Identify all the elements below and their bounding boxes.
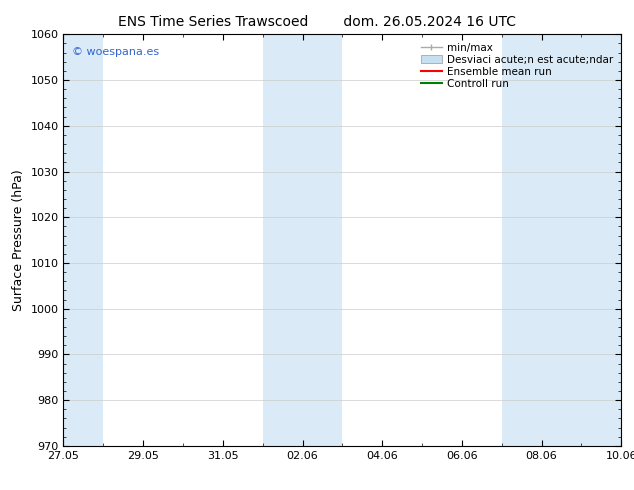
Text: © woespana.es: © woespana.es: [72, 47, 159, 57]
Legend: min/max, Desviaci acute;n est acute;ndar, Ensemble mean run, Controll run: min/max, Desviaci acute;n est acute;ndar…: [418, 40, 616, 92]
Y-axis label: Surface Pressure (hPa): Surface Pressure (hPa): [12, 169, 25, 311]
Text: ENS Time Series Trawscoed        dom. 26.05.2024 16 UTC: ENS Time Series Trawscoed dom. 26.05.202…: [118, 15, 516, 29]
Bar: [262, 34, 342, 446]
Bar: [63, 34, 103, 446]
Bar: [501, 34, 621, 446]
